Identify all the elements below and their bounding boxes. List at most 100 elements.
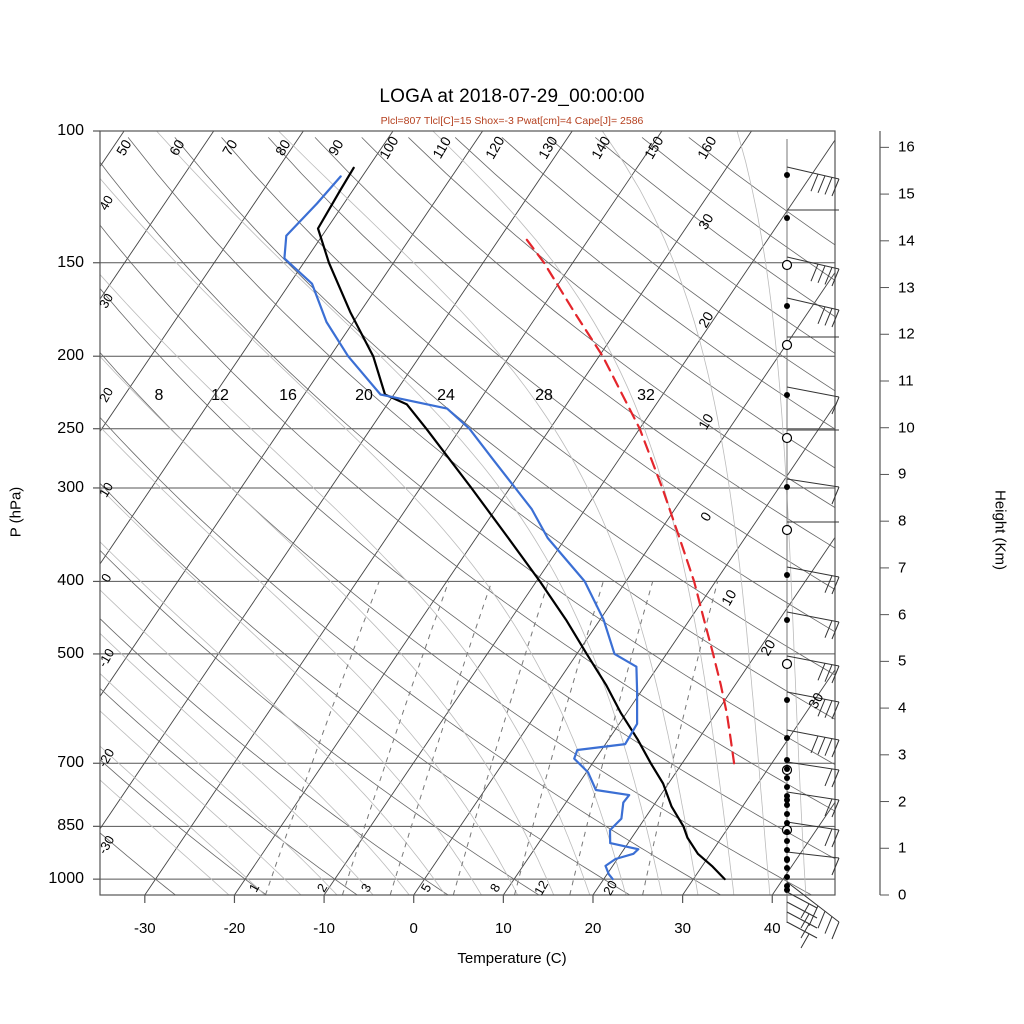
temperature-tick-label: 40 xyxy=(763,920,781,937)
height-tick-label: 15 xyxy=(898,185,915,203)
wind-barb-shaft-7 xyxy=(786,478,840,488)
isotherm_top_labels-label: 80 xyxy=(272,137,294,159)
isotherm--30 xyxy=(144,131,663,895)
x-axis-label: Temperature (C) xyxy=(457,950,567,967)
wind-barb-shaft-9 xyxy=(786,566,840,578)
height-tick-label: 8 xyxy=(898,512,907,530)
wind-barb-full-11-1 xyxy=(824,664,833,682)
isotherm-10 xyxy=(502,404,835,895)
trace-parcel-path xyxy=(522,234,736,765)
isotherm-50 xyxy=(862,131,1024,895)
moist-adiabat--20 xyxy=(100,779,230,895)
isotherm--60 xyxy=(100,131,394,565)
pressure-tick-label: 850 xyxy=(57,817,84,835)
isotherm_top_labels-label: 60 xyxy=(166,137,188,159)
isotherm-0 xyxy=(413,271,835,895)
wind-barb-full-18-2 xyxy=(817,911,826,929)
wind-barb-full-1-1 xyxy=(824,267,833,285)
isotherm--40 xyxy=(100,131,573,830)
dry-adiabat--10 xyxy=(100,687,358,895)
mixing-ratio-1 xyxy=(264,581,380,895)
dry-adiabat-200 xyxy=(688,137,835,246)
trace-temperature xyxy=(316,166,726,881)
moist-adiabat-32 xyxy=(278,131,699,895)
wind-level-dot-sfc-850 xyxy=(784,847,790,853)
height-tick-label: 6 xyxy=(898,606,907,624)
mixing-ratio-12 xyxy=(569,581,654,895)
wind-barb-full-13-3 xyxy=(810,735,819,754)
wind-barb-full-10-1 xyxy=(824,620,833,638)
wind-barb-shaft-5 xyxy=(786,386,840,398)
wind-level-dot-sfc-778 xyxy=(784,775,790,781)
dry-adiabat-170 xyxy=(548,137,835,354)
dry-adiabat--30 xyxy=(100,832,176,895)
moist-adiabat-40 xyxy=(601,131,771,895)
dry-adiabat--20 xyxy=(100,759,267,895)
wind-barb-full-3-0 xyxy=(831,309,840,328)
wind-barb-full-1-3 xyxy=(810,263,819,282)
dry-adiabat-50 xyxy=(100,287,835,860)
wind-barb-full-18-0 xyxy=(831,921,840,940)
surface-barb-3 xyxy=(786,921,818,939)
height-tick-label: 14 xyxy=(898,232,915,250)
isotherm-mid-label: 20 xyxy=(355,387,373,404)
moist-adiabat-0 xyxy=(100,589,410,895)
wind-level-circle-6 xyxy=(781,432,793,444)
isotherm_top_labels-label: 160 xyxy=(694,133,720,161)
isotherm_left_labels-label: 10 xyxy=(96,480,116,500)
wind-level-dot-sfc-769 xyxy=(784,766,790,772)
wind-barb-shaft-14 xyxy=(786,761,840,771)
mixing-ratio-8 xyxy=(514,581,604,895)
temperature-tick-label: 30 xyxy=(674,920,691,937)
trace-dewpoint xyxy=(283,175,640,881)
wind-barb-full-15-1 xyxy=(824,798,833,817)
wind-level-dot-sfc-823 xyxy=(784,820,790,826)
isotherm_left_labels-label: 40 xyxy=(96,193,116,213)
wind-level-dot-sfc-886 xyxy=(784,883,790,889)
wind-level-dot-10 xyxy=(784,617,790,623)
isotherm--10 xyxy=(323,139,835,895)
moist-adiabat--16 xyxy=(100,745,266,895)
wind-level-dot-12 xyxy=(784,697,790,703)
moist-adiabat--8 xyxy=(100,673,338,895)
wind-barb-full-13-0 xyxy=(831,739,840,758)
wind-barb-full-11-0 xyxy=(831,665,840,684)
isotherm_top_labels-label: 120 xyxy=(482,133,508,161)
wind-barb-full-11-2 xyxy=(817,663,826,681)
surface-barb-feather-3 xyxy=(800,933,810,949)
dry-adiabat-30 xyxy=(100,416,721,895)
wind-level-dot-sfc-877 xyxy=(784,874,790,880)
right_slant_labels-label: 30 xyxy=(805,690,827,712)
height-tick-label: 11 xyxy=(898,372,914,390)
isotherm-mid-label: 12 xyxy=(211,387,229,404)
pressure-tick-label: 500 xyxy=(57,644,84,662)
pressure-tick-label: 200 xyxy=(57,347,84,365)
temperature-tick-label: 0 xyxy=(409,920,418,937)
isotherm--80 xyxy=(100,131,215,300)
wind-barb-full-10-0 xyxy=(831,621,840,640)
wind-level-dot-0 xyxy=(784,172,790,178)
moist-adiabat-8 xyxy=(100,487,482,895)
temperature-tick-label: -30 xyxy=(133,920,156,937)
wind-level-circle-11 xyxy=(781,658,793,670)
wind-barb-shaft-0 xyxy=(786,166,840,180)
plot-frame xyxy=(99,130,836,896)
wind-barb-full-1-2 xyxy=(817,265,826,283)
pressure-tick-label: 1000 xyxy=(48,870,84,888)
isotherm--70 xyxy=(100,131,304,433)
pressure-tick-label: 100 xyxy=(57,122,84,139)
dry-adiabat-60 xyxy=(100,224,835,812)
height-tick-label: 16 xyxy=(898,138,915,156)
moist-adiabat-16 xyxy=(100,355,555,895)
wind-barb-full-3-2 xyxy=(817,306,826,324)
wind-barb-shaft-18 xyxy=(786,881,840,923)
height-tick-label: 2 xyxy=(898,793,907,811)
wind-level-dot-sfc-760 xyxy=(784,757,790,763)
wind-barb-full-14-1 xyxy=(824,768,833,787)
dry-adiabat-80 xyxy=(127,137,835,720)
height-tick-label: 4 xyxy=(898,699,907,717)
wind-barb-shaft-17 xyxy=(786,851,840,859)
wind-barb-full-1-0 xyxy=(831,268,840,287)
